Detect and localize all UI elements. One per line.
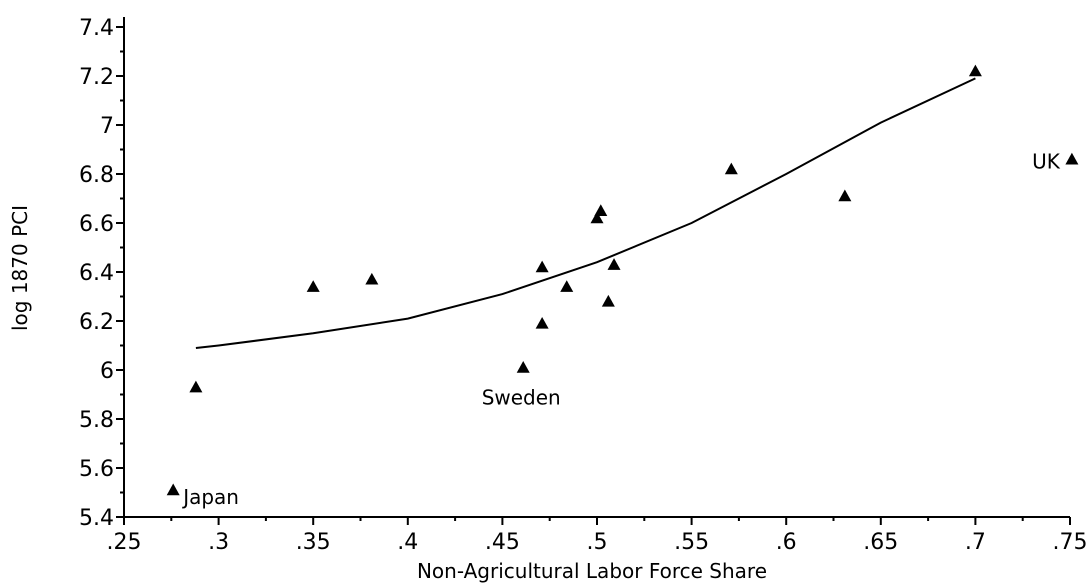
x-tick-label: .55 xyxy=(674,530,709,555)
axes: 5.4 5.6 5.8 6 6.2 6.4 6.6 6.8 7 7.2 7.4 .25 .3 .35 .4.… xyxy=(79,16,1088,555)
y-tick-label: 7.4 xyxy=(79,16,114,41)
y-tick-label: 5.8 xyxy=(79,408,114,433)
y-tick-label: 6 xyxy=(100,359,114,384)
data-point-triangle xyxy=(306,280,320,292)
y-tick-label: 7.2 xyxy=(79,65,114,90)
y-tick-label: 6.4 xyxy=(79,261,114,286)
data-point-triangle xyxy=(724,162,738,175)
y-axis-label: log 1870 PCI xyxy=(8,205,32,331)
x-tick-label: .25 xyxy=(107,530,142,555)
x-tick-label: .75 xyxy=(1053,530,1088,555)
data-point-triangle xyxy=(590,211,604,224)
data-point-triangle xyxy=(516,361,530,373)
data-point-triangle xyxy=(601,294,615,307)
point-label-uk: UK xyxy=(1032,149,1061,173)
x-tick-label: .6 xyxy=(776,530,797,555)
y-tick-label: 6.6 xyxy=(79,212,114,237)
y-tick-label: 6.2 xyxy=(79,310,114,335)
y-tick-label: 6.8 xyxy=(79,163,114,188)
x-tick-label: .3 xyxy=(208,530,229,555)
x-tick-label: .7 xyxy=(965,530,986,555)
x-tick-label: .5 xyxy=(587,530,608,555)
data-point-triangle xyxy=(1065,152,1079,165)
y-tick-label: 5.4 xyxy=(79,506,114,531)
data-point-triangle xyxy=(166,483,180,496)
data-point-triangle xyxy=(535,316,549,329)
point-label-sweden: Sweden xyxy=(482,386,561,410)
point-labels: Japan Sweden UK xyxy=(181,149,1061,509)
y-tick-label: 7 xyxy=(100,114,114,139)
data-point-triangle xyxy=(968,64,982,77)
point-label-japan: Japan xyxy=(181,485,239,509)
data-point-triangle xyxy=(535,260,549,273)
x-tick-label: .4 xyxy=(397,530,418,555)
fit-curve xyxy=(195,77,976,349)
data-point-triangle xyxy=(365,272,379,285)
data-point-triangle xyxy=(838,189,852,202)
fit-curve-group xyxy=(195,77,976,349)
x-tick-label: .35 xyxy=(296,530,331,555)
data-point-triangle xyxy=(560,280,574,292)
data-point-triangle xyxy=(594,204,608,216)
x-tick-label: .65 xyxy=(863,530,898,555)
data-points xyxy=(166,64,1079,496)
x-axis-label: Non-Agricultural Labor Force Share xyxy=(417,559,767,583)
data-point-triangle xyxy=(189,380,203,393)
data-point-triangle xyxy=(607,258,621,270)
y-tick-label: 5.6 xyxy=(79,457,114,482)
x-tick-label: .45 xyxy=(485,530,520,555)
